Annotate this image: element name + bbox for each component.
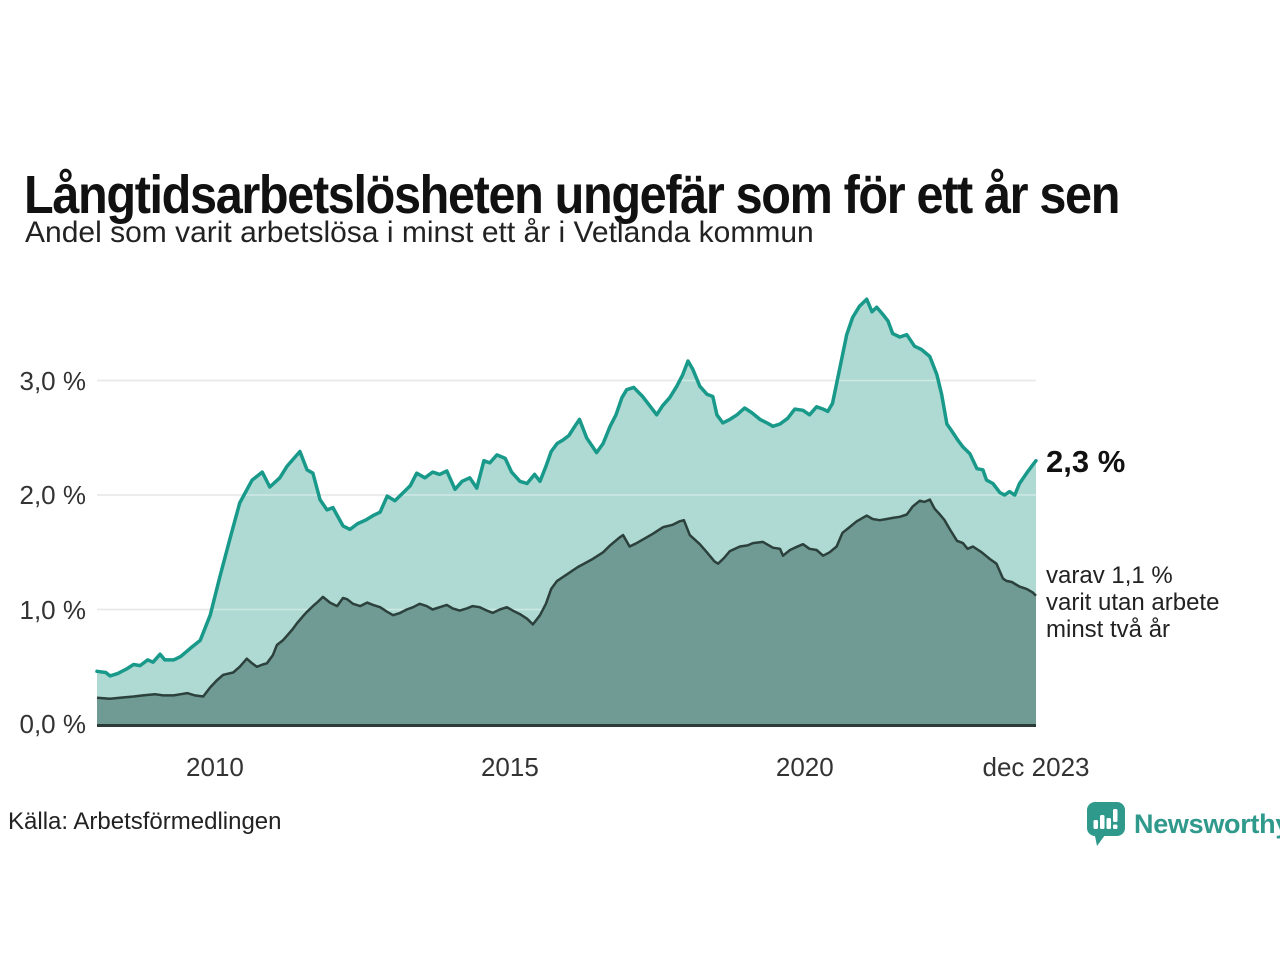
latest-subvalue-label: varav 1,1 % varit utan arbete minst två … [1046, 562, 1220, 643]
y-tick-label: 3,0 % [19, 365, 87, 396]
x-tick-label: 2010 [186, 752, 244, 782]
newsworthy-icon [1087, 802, 1125, 846]
newsworthy-wordmark: Newsworthy [1134, 808, 1280, 839]
newsworthy-logo: Newsworthy [1086, 801, 1280, 847]
y-tick-label: 1,0 % [19, 594, 87, 625]
x-tick-label: dec 2023 [982, 752, 1090, 782]
y-tick-label: 0,0 % [19, 709, 87, 739]
x-tick-label: 2015 [480, 752, 539, 782]
source-label: Källa: Arbetsförmedlingen [8, 808, 282, 835]
chart-subtitle: Andel som varit arbetslösa i minst ett å… [25, 216, 814, 249]
latest-value-label: 2,3 % [1046, 444, 1126, 479]
x-tick-label: 2020 [775, 752, 834, 782]
chart-title: Långtidsarbetslösheten ungefär som för e… [24, 165, 1120, 226]
y-tick-label: 2,0 % [19, 480, 87, 510]
